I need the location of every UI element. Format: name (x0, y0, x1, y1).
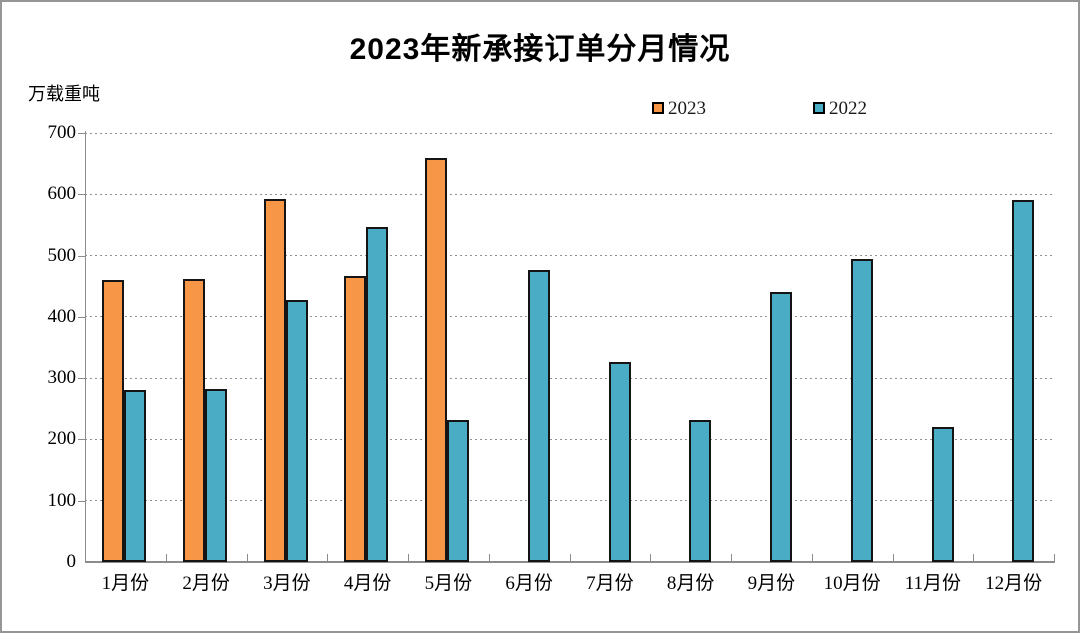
legend-swatch-2023 (652, 102, 664, 114)
x-axis-label: 4月份 (343, 573, 392, 594)
bar-2022-m7 (608, 362, 631, 562)
x-axis-label: 2月份 (182, 573, 230, 594)
x-axis-tick (1054, 554, 1055, 561)
bar-2022-m4 (366, 227, 389, 562)
x-axis-line (85, 561, 1055, 563)
bar-2022-m3 (285, 299, 308, 562)
x-axis-label: 7月份 (586, 573, 634, 594)
x-axis-tick (408, 554, 409, 561)
chart-title: 2023年新承接订单分月情况 (349, 33, 731, 66)
x-axis-label: 12月份 (985, 573, 1043, 594)
y-axis-tick (78, 500, 85, 502)
bar-2022-m12 (1012, 199, 1035, 562)
x-axis-label: 1月份 (101, 573, 150, 594)
legend-item-2022: 2022 (813, 98, 867, 118)
x-axis-label: 5月份 (424, 573, 473, 594)
bar-2022-m8 (689, 419, 712, 562)
x-axis-label: 9月份 (747, 573, 796, 594)
bar-2022-m1 (124, 389, 146, 562)
gridline (85, 132, 1054, 134)
x-axis-label: 6月份 (505, 573, 553, 594)
bar-2022-m11 (931, 427, 954, 562)
x-axis-label: 11月份 (904, 573, 962, 594)
bar-2022-m5 (447, 420, 469, 562)
y-axis-tick (78, 439, 85, 441)
x-axis-tick (650, 554, 652, 561)
gridline (85, 193, 1054, 195)
x-axis-tick (811, 554, 813, 561)
legend-label: 2022 (829, 97, 867, 119)
y-axis-tick (78, 133, 85, 134)
bar-2022-m2 (204, 388, 227, 562)
x-axis-tick (327, 554, 329, 561)
bar-2022-m10 (850, 259, 873, 562)
bar-2023-m3 (263, 198, 286, 562)
y-axis-tick-label: 0 (66, 551, 77, 572)
x-axis-tick (488, 554, 490, 561)
bar-2023-m2 (182, 278, 205, 562)
y-axis-tick-label: 500 (47, 244, 77, 266)
y-axis-tick-label: 300 (47, 367, 77, 389)
y-axis-tick-label: 600 (47, 183, 77, 205)
y-axis-tick-label: 100 (47, 489, 77, 511)
gridline (85, 316, 1054, 318)
gridline (85, 500, 1054, 502)
y-axis-tick-label: 400 (47, 305, 77, 327)
x-axis-label: 3月份 (263, 573, 311, 594)
y-axis-tick (78, 194, 85, 196)
x-axis-label: 10月份 (823, 573, 881, 594)
bar-2022-m6 (527, 269, 550, 562)
legend-label: 2023 (668, 97, 706, 119)
y-axis-tick-label: 200 (47, 428, 77, 450)
x-axis-tick (892, 554, 894, 561)
y-axis-tick (78, 316, 85, 318)
gridline (85, 438, 1054, 440)
bar-2023-m4 (344, 276, 367, 562)
y-axis-tick (78, 378, 85, 380)
x-axis-tick (731, 554, 732, 561)
y-axis-unit-label: 万载重吨 (28, 84, 100, 104)
x-axis-tick (569, 554, 571, 561)
x-axis-tick (85, 554, 86, 561)
x-axis-tick (973, 554, 975, 561)
legend-swatch-2022 (813, 102, 825, 114)
gridline (85, 255, 1054, 257)
x-axis-tick (165, 554, 167, 561)
bar-2023-m1 (102, 280, 124, 562)
bar-2022-m9 (770, 292, 792, 562)
x-axis-label: 8月份 (666, 573, 715, 594)
legend-item-2023: 2023 (652, 98, 706, 118)
bar-2023-m5 (425, 158, 447, 562)
x-axis-tick (246, 554, 248, 561)
gridline (85, 377, 1054, 379)
y-axis-tick-label: 700 (47, 122, 77, 143)
y-axis-tick (78, 255, 85, 257)
y-axis-line (85, 131, 86, 562)
